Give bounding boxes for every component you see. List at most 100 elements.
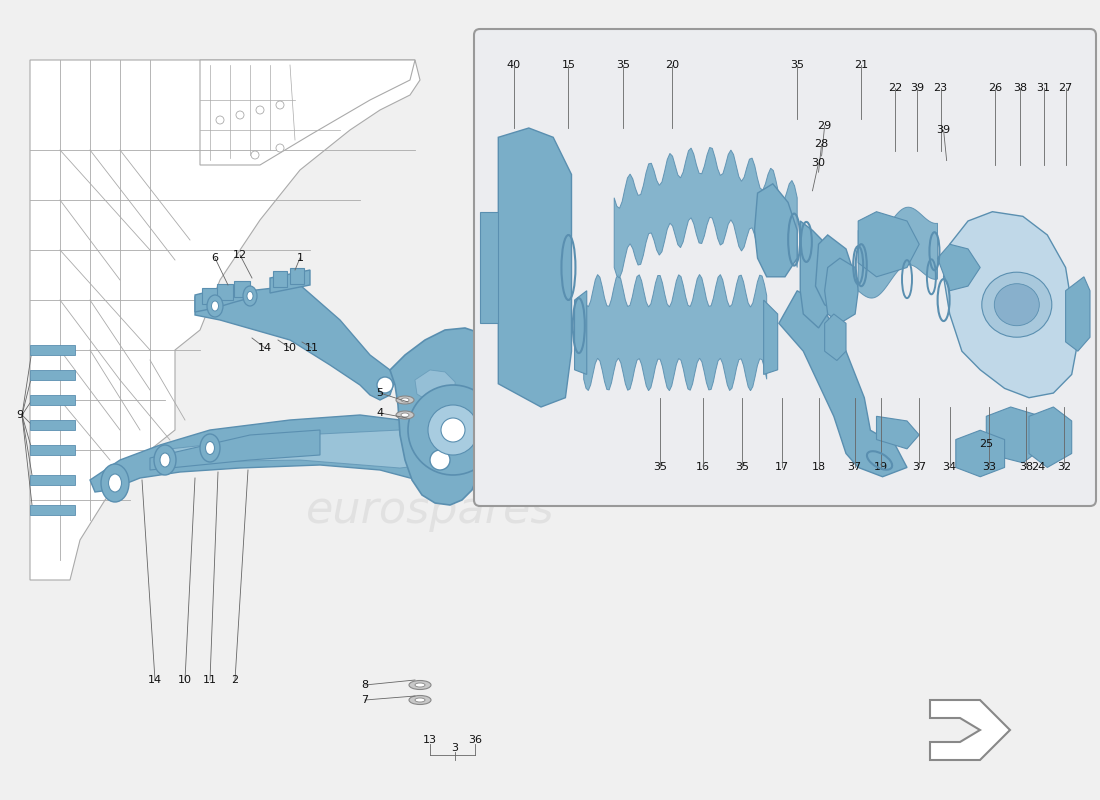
Text: 29: 29 — [817, 121, 832, 130]
Ellipse shape — [402, 413, 409, 417]
Polygon shape — [273, 271, 287, 287]
Text: 9: 9 — [16, 410, 23, 420]
Polygon shape — [944, 212, 1078, 398]
Text: 5: 5 — [376, 388, 384, 398]
Polygon shape — [614, 147, 798, 278]
Text: 26: 26 — [989, 83, 1002, 94]
Text: 10: 10 — [178, 675, 192, 685]
Ellipse shape — [207, 295, 223, 317]
Text: 38: 38 — [1013, 83, 1027, 94]
Polygon shape — [779, 290, 908, 477]
Ellipse shape — [109, 474, 121, 492]
Polygon shape — [200, 60, 415, 165]
Polygon shape — [30, 475, 75, 485]
Circle shape — [408, 385, 498, 475]
Text: 1: 1 — [297, 253, 304, 263]
Text: 14: 14 — [257, 343, 272, 353]
Ellipse shape — [402, 398, 409, 402]
Text: 38: 38 — [1019, 462, 1033, 473]
Text: 3: 3 — [451, 743, 459, 753]
Polygon shape — [30, 445, 75, 455]
Polygon shape — [1066, 277, 1090, 351]
Text: 35: 35 — [735, 462, 749, 473]
Circle shape — [377, 377, 393, 393]
Text: 35: 35 — [653, 462, 667, 473]
Polygon shape — [217, 284, 233, 300]
Polygon shape — [858, 212, 920, 277]
Polygon shape — [584, 274, 767, 390]
Text: 31: 31 — [1036, 83, 1050, 94]
Text: 36: 36 — [468, 735, 482, 745]
Text: eurospares: eurospares — [306, 489, 554, 531]
Polygon shape — [858, 207, 937, 298]
Polygon shape — [825, 314, 846, 361]
Text: 25: 25 — [979, 439, 993, 450]
Text: 37: 37 — [912, 462, 926, 473]
Text: 39: 39 — [936, 126, 950, 135]
FancyBboxPatch shape — [474, 29, 1096, 506]
Text: 35: 35 — [790, 60, 804, 70]
Text: 27: 27 — [1058, 83, 1072, 94]
Text: 20: 20 — [666, 60, 679, 70]
Text: 18: 18 — [812, 462, 826, 473]
Text: 30: 30 — [812, 158, 825, 168]
Ellipse shape — [409, 695, 431, 705]
Polygon shape — [755, 184, 797, 277]
Ellipse shape — [994, 284, 1040, 326]
Polygon shape — [30, 420, 75, 430]
Ellipse shape — [415, 698, 425, 702]
Circle shape — [276, 144, 284, 152]
Text: 37: 37 — [847, 462, 861, 473]
Ellipse shape — [409, 681, 431, 690]
Polygon shape — [825, 258, 858, 323]
Text: 33: 33 — [982, 462, 997, 473]
Text: 40: 40 — [506, 60, 520, 70]
Polygon shape — [270, 270, 310, 293]
Polygon shape — [877, 416, 920, 449]
Polygon shape — [483, 422, 540, 440]
Polygon shape — [801, 221, 834, 328]
Ellipse shape — [160, 453, 170, 467]
Polygon shape — [290, 268, 304, 284]
Text: 13: 13 — [424, 735, 437, 745]
Circle shape — [276, 101, 284, 109]
Polygon shape — [498, 128, 572, 407]
Polygon shape — [415, 370, 455, 402]
Ellipse shape — [248, 291, 253, 301]
Polygon shape — [30, 395, 75, 405]
Text: 12: 12 — [233, 250, 248, 260]
Polygon shape — [956, 430, 1004, 477]
Ellipse shape — [396, 411, 414, 419]
Text: 4: 4 — [376, 408, 384, 418]
Polygon shape — [574, 290, 586, 374]
Ellipse shape — [415, 683, 425, 687]
Text: 23: 23 — [934, 83, 947, 94]
Polygon shape — [30, 60, 420, 580]
Text: 32: 32 — [1057, 462, 1070, 473]
Text: 11: 11 — [305, 343, 319, 353]
Polygon shape — [150, 430, 320, 470]
Circle shape — [428, 405, 478, 455]
Text: 6: 6 — [211, 253, 219, 263]
Polygon shape — [987, 407, 1047, 462]
Circle shape — [216, 116, 224, 124]
Text: 14: 14 — [147, 675, 162, 685]
Polygon shape — [763, 300, 778, 374]
Text: 15: 15 — [561, 60, 575, 70]
Polygon shape — [930, 700, 1010, 760]
Ellipse shape — [206, 442, 214, 454]
Ellipse shape — [154, 445, 176, 475]
Polygon shape — [160, 430, 425, 468]
Circle shape — [236, 111, 244, 119]
Text: 16: 16 — [695, 462, 710, 473]
Text: 39: 39 — [911, 83, 924, 94]
Text: 10: 10 — [283, 343, 297, 353]
Text: 19: 19 — [873, 462, 888, 473]
Text: 11: 11 — [204, 675, 217, 685]
Polygon shape — [390, 328, 495, 505]
Polygon shape — [480, 212, 498, 323]
Ellipse shape — [211, 301, 219, 311]
Polygon shape — [195, 282, 250, 312]
Circle shape — [251, 151, 258, 159]
Polygon shape — [418, 422, 452, 452]
